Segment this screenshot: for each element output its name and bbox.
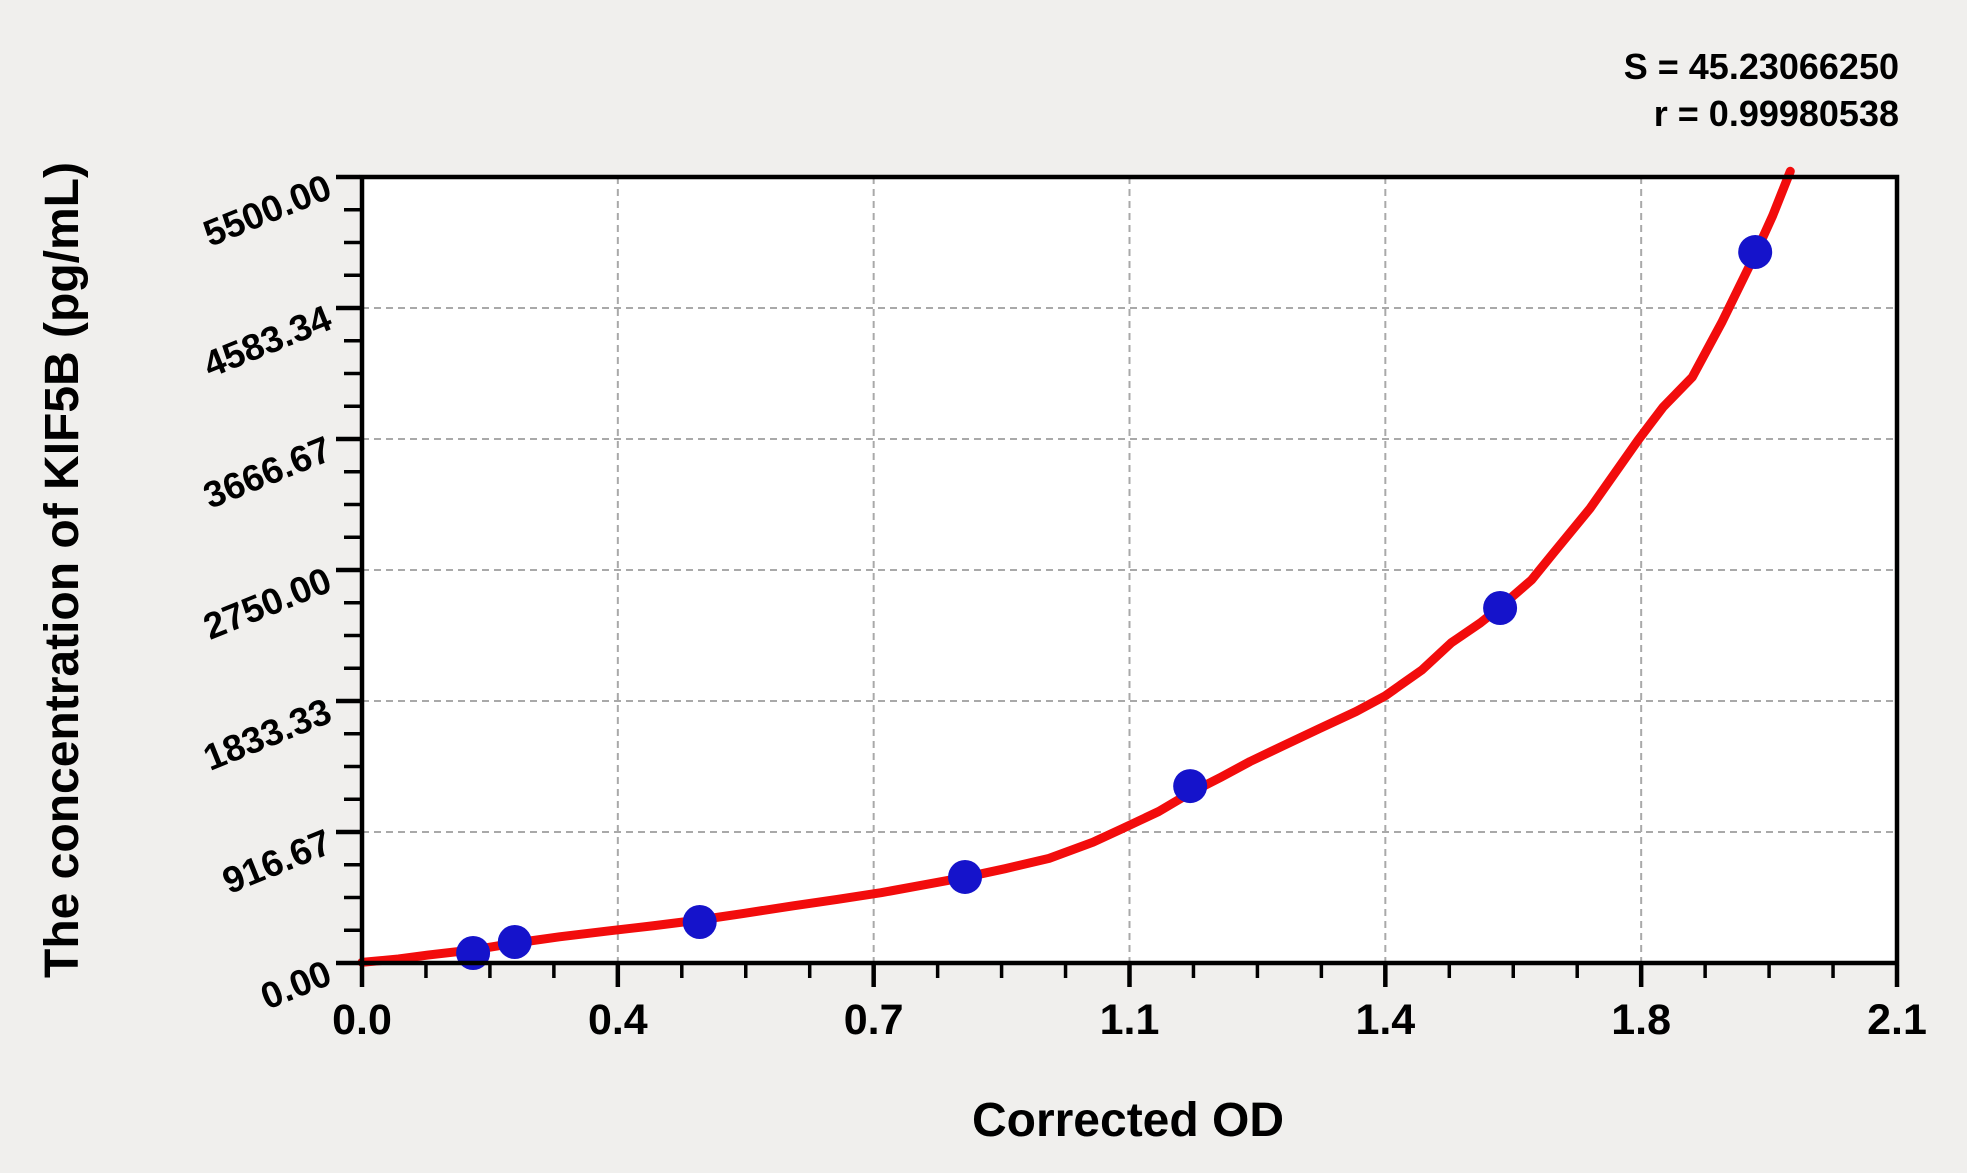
- data-point: [497, 924, 532, 959]
- y-tick-label: 1833.33: [198, 690, 337, 778]
- data-point: [1483, 591, 1518, 626]
- x-tick-label: 2.1: [1867, 996, 1927, 1044]
- data-points: [456, 235, 1773, 970]
- x-tick-label: 0.0: [332, 996, 392, 1044]
- data-point: [1738, 235, 1773, 270]
- data-point: [948, 859, 983, 894]
- x-tick-label: 1.1: [1100, 996, 1160, 1044]
- x-tick-label: 0.4: [588, 996, 648, 1044]
- y-tick-label: 0.00: [255, 952, 337, 1017]
- stat-s-value: S = 45.23066250: [1624, 46, 1899, 87]
- y-axis-tick-labels: 0.00 916.67 1833.33 2750.00 3666.67 4583…: [198, 166, 338, 1017]
- axis-ticks: [336, 174, 1900, 987]
- y-tick-label: 916.67: [217, 821, 337, 901]
- y-tick-label: 5500.00: [198, 166, 337, 254]
- plot-border: [359, 174, 1900, 966]
- x-tick-label: 0.7: [844, 996, 904, 1044]
- x-axis-tick-labels: 0.0 0.4 0.7 1.1 1.4 1.8 2.1: [332, 996, 1927, 1044]
- x-axis-title: Corrected OD: [972, 1094, 1284, 1147]
- y-tick-label: 3666.67: [198, 428, 337, 516]
- y-tick-label: 4583.34: [198, 297, 338, 385]
- data-point: [682, 904, 717, 939]
- x-tick-label: 1.4: [1355, 996, 1415, 1044]
- data-point: [1173, 769, 1208, 804]
- y-axis-title: The concentration of KIF5B (pg/mL): [36, 162, 89, 978]
- x-tick-label: 1.8: [1611, 996, 1671, 1044]
- stat-r-value: r = 0.99980538: [1654, 93, 1899, 134]
- gridlines: [362, 177, 1897, 963]
- y-tick-label: 2750.00: [198, 559, 337, 647]
